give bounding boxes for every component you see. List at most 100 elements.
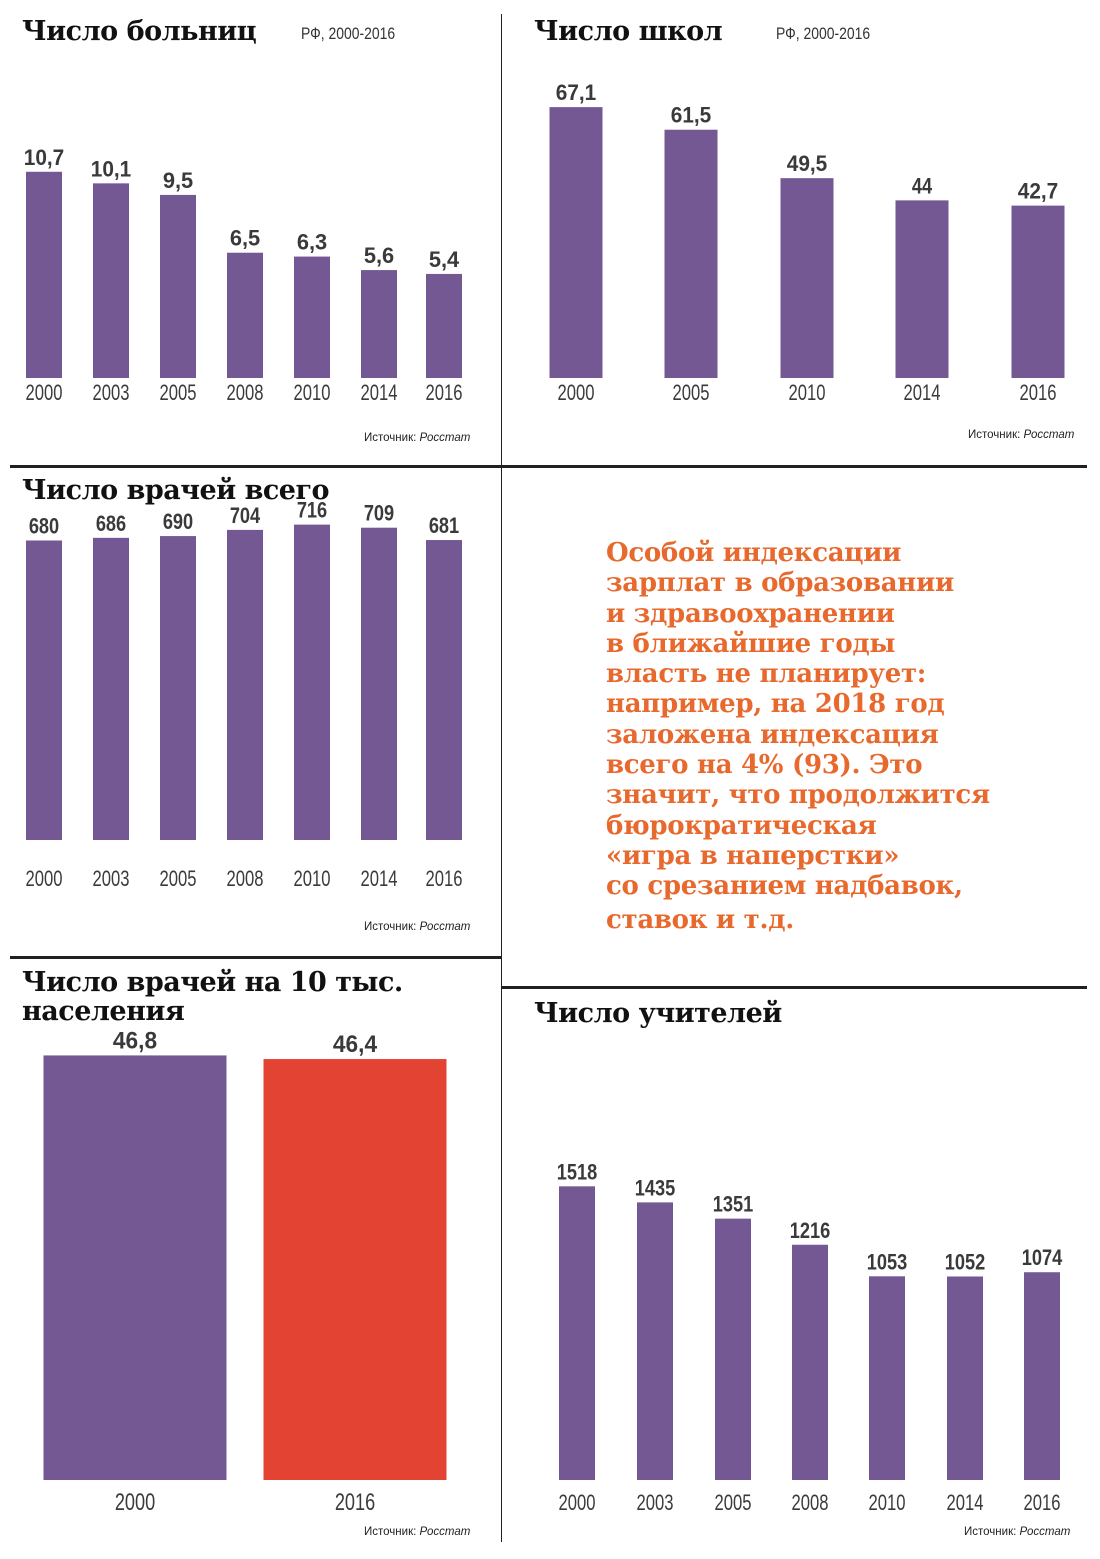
bar bbox=[869, 1276, 905, 1480]
source-teachers: Источник: Росстат bbox=[964, 1526, 1071, 1538]
note-line: Особой индексации bbox=[606, 538, 902, 568]
chart-subtitle-hospitals: РФ, 2000-2016 bbox=[301, 24, 396, 43]
data-label: 5,4 bbox=[429, 247, 460, 272]
note-line: и здравоохранении bbox=[606, 598, 895, 629]
category-label: 2016 bbox=[1024, 1490, 1061, 1515]
note-line: значит, что продолжится bbox=[606, 780, 990, 811]
category-label: 2016 bbox=[426, 866, 463, 891]
bar bbox=[160, 536, 196, 840]
data-label: 10,7 bbox=[24, 145, 64, 170]
data-label: 709 bbox=[364, 501, 394, 526]
category-label: 2014 bbox=[361, 866, 398, 891]
note-line: со срезанием надбавок, bbox=[606, 871, 963, 902]
note-line: в ближайшие годы bbox=[606, 628, 896, 659]
source-schools: Источник: Росстат bbox=[968, 429, 1075, 441]
bar bbox=[792, 1244, 828, 1480]
data-label: 6,5 bbox=[230, 226, 260, 251]
note-line: бюрократическая bbox=[606, 810, 877, 841]
data-label: 1216 bbox=[790, 1218, 830, 1243]
data-label: 49,5 bbox=[787, 151, 827, 176]
category-label: 2010 bbox=[294, 380, 331, 405]
data-label: 686 bbox=[96, 511, 126, 536]
data-label: 704 bbox=[230, 503, 261, 528]
data-label: 5,6 bbox=[364, 243, 394, 268]
category-label: 2010 bbox=[789, 380, 826, 405]
data-label: 42,7 bbox=[1018, 179, 1058, 204]
note-line: заложена индексация bbox=[606, 719, 939, 750]
category-label: 2014 bbox=[947, 1490, 984, 1515]
bar bbox=[361, 527, 397, 840]
category-label: 2010 bbox=[869, 1490, 906, 1515]
category-label: 2000 bbox=[26, 380, 63, 405]
divider-left-1 bbox=[10, 465, 501, 468]
bar bbox=[637, 1202, 673, 1480]
bar bbox=[93, 537, 129, 840]
category-label: 2008 bbox=[792, 1490, 829, 1515]
bar bbox=[780, 178, 834, 378]
source-doctors-total: Источник: Росстат bbox=[364, 921, 471, 933]
bar bbox=[426, 273, 462, 378]
category-label: 2003 bbox=[93, 380, 130, 405]
bar bbox=[1011, 205, 1065, 378]
data-label: 61,5 bbox=[671, 103, 711, 128]
category-label: 2000 bbox=[115, 1489, 155, 1516]
bar bbox=[947, 1276, 983, 1480]
data-label: 1052 bbox=[945, 1249, 985, 1274]
bar bbox=[664, 129, 718, 378]
chart-title-teachers: Число учителей bbox=[534, 998, 782, 1029]
note-line: зарплат в образовании bbox=[606, 568, 954, 599]
data-label: 10,1 bbox=[91, 156, 131, 181]
note-line: всего на 4% (93). Это bbox=[606, 750, 923, 781]
data-label: 690 bbox=[163, 509, 193, 534]
category-label: 2016 bbox=[335, 1489, 375, 1516]
data-label: 1435 bbox=[635, 1175, 675, 1200]
note-line: власть не планирует: bbox=[606, 659, 927, 690]
chart-title-doctors-per-10k: Число врачей на 10 тыс. населения bbox=[22, 967, 403, 1027]
data-label: 1518 bbox=[557, 1159, 597, 1184]
chart-title-doctors-total: Число врачей всего bbox=[22, 475, 330, 506]
bar bbox=[294, 256, 330, 378]
bar bbox=[93, 183, 129, 378]
bar bbox=[263, 1059, 447, 1480]
bar bbox=[895, 200, 949, 378]
bar-chart-doctors-per-10k: 46,8 2000 46,4 2016 bbox=[43, 1027, 447, 1516]
category-label: 2014 bbox=[361, 380, 398, 405]
category-label: 2014 bbox=[904, 380, 941, 405]
bar-chart-doctors-total: 680 2000 686 2003 690 2005 704 2008 716 2010 709 20… bbox=[26, 498, 463, 891]
data-label: 1053 bbox=[867, 1249, 907, 1274]
divider-left-2 bbox=[10, 956, 501, 959]
note-line: «игра в наперстки» bbox=[606, 840, 900, 871]
divider-right-1 bbox=[502, 465, 1087, 468]
category-label: 2005 bbox=[160, 866, 197, 891]
bar bbox=[160, 194, 196, 378]
category-label: 2008 bbox=[227, 866, 264, 891]
bar bbox=[227, 252, 263, 378]
category-label: 2000 bbox=[26, 866, 63, 891]
bar bbox=[26, 540, 62, 840]
data-label: 46,4 bbox=[333, 1031, 378, 1058]
bar bbox=[559, 1186, 595, 1480]
category-label: 2003 bbox=[637, 1490, 674, 1515]
data-label: 44 bbox=[912, 173, 933, 198]
bar-chart-schools: 67,1 2000 61,5 2005 49,5 2010 44 2014 42,7 2016 bbox=[549, 80, 1065, 405]
category-label: 2010 bbox=[294, 866, 331, 891]
commentary-note: Особой индексации зарплат в образовании … bbox=[606, 538, 1076, 935]
bar bbox=[294, 524, 330, 840]
data-label: 680 bbox=[29, 513, 59, 538]
category-label: 2000 bbox=[559, 1490, 596, 1515]
divider-right-2 bbox=[502, 986, 1087, 989]
chart-title-schools: Число школ bbox=[534, 16, 723, 47]
source-doctors-per-10k: Источник: Росстат bbox=[364, 1526, 471, 1538]
source-hospitals: Источник: Росстат bbox=[364, 432, 471, 444]
data-label: 681 bbox=[429, 513, 459, 538]
category-label: 2008 bbox=[227, 380, 264, 405]
bar-chart-hospitals: 10,7 2000 10,1 2003 9,5 2005 6,5 2008 6,3 2010 5,6… bbox=[24, 145, 463, 405]
data-label: 6,3 bbox=[297, 230, 327, 255]
bar bbox=[715, 1218, 751, 1480]
data-label: 67,1 bbox=[556, 80, 596, 105]
category-label: 2016 bbox=[1020, 380, 1057, 405]
bar bbox=[26, 171, 62, 378]
bar bbox=[361, 270, 397, 378]
vertical-divider bbox=[501, 14, 502, 1542]
